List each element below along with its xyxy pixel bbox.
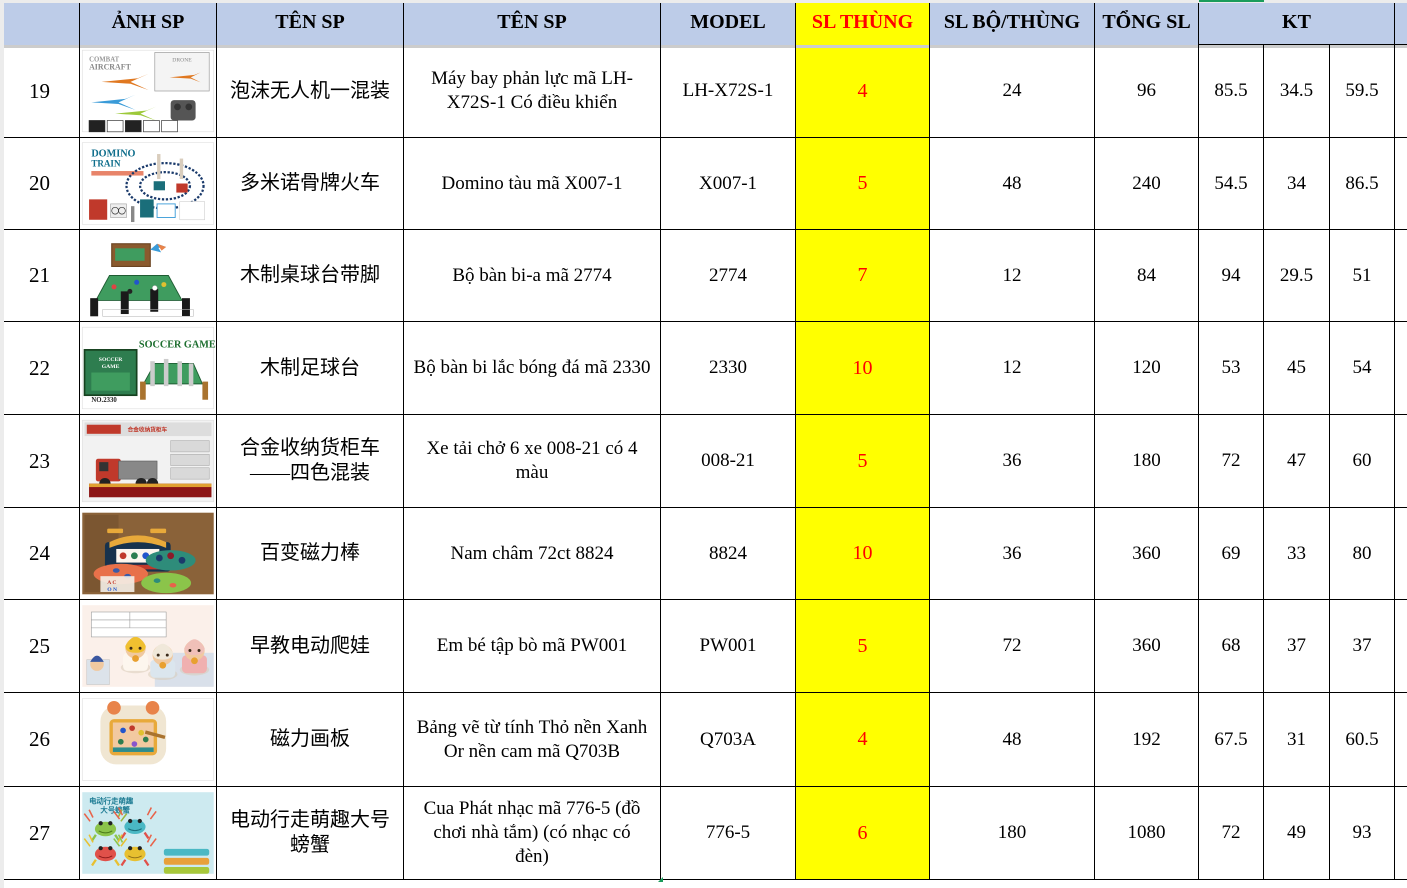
- svg-text:SOCCER GAME: SOCCER GAME: [139, 340, 216, 351]
- svg-text:电动行走萌趣: 电动行走萌趣: [89, 797, 134, 806]
- svg-text:DRONE: DRONE: [172, 58, 192, 64]
- svg-text:SOCCER: SOCCER: [99, 357, 123, 363]
- svg-text:A C: A C: [107, 580, 116, 586]
- svg-text:O N: O N: [107, 587, 118, 593]
- svg-text:TRAIN: TRAIN: [91, 159, 121, 169]
- svg-text:NO.2330: NO.2330: [91, 397, 117, 404]
- svg-text:GAME: GAME: [102, 364, 120, 370]
- svg-text:AIRCRAFT: AIRCRAFT: [89, 62, 132, 71]
- svg-text:合金收纳货柜车: 合金收纳货柜车: [128, 426, 168, 434]
